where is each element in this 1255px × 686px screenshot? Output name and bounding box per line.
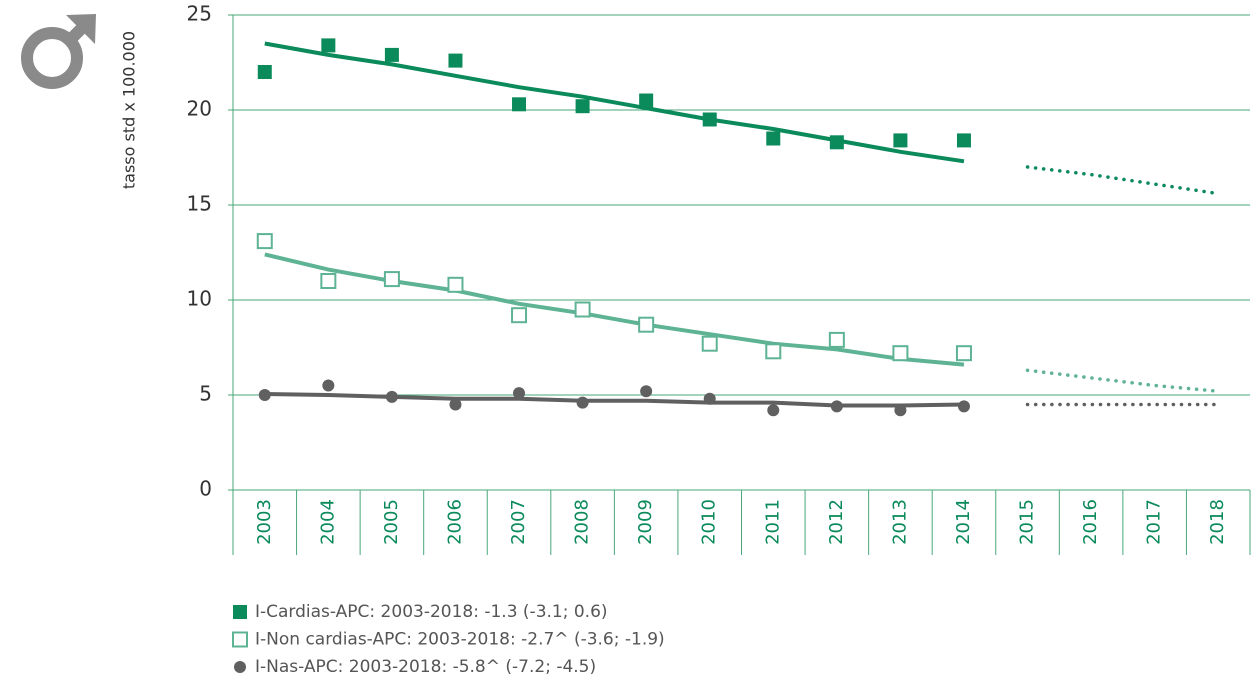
legend-label: I-Cardias-APC: 2003-2018: -1.3 (-3.1; 0.… bbox=[255, 602, 608, 622]
marker bbox=[893, 133, 908, 148]
marker bbox=[383, 271, 400, 288]
marker bbox=[258, 389, 271, 401]
y-axis-label: tasso std x 100.000 bbox=[120, 31, 139, 189]
x-tick-label: 2018 bbox=[1207, 499, 1228, 545]
marker bbox=[576, 396, 589, 409]
marker bbox=[449, 398, 462, 411]
marker bbox=[256, 233, 273, 250]
marker bbox=[701, 335, 718, 352]
projection-line bbox=[1025, 165, 1220, 196]
marker bbox=[639, 93, 654, 108]
marker bbox=[320, 273, 337, 289]
marker bbox=[703, 392, 716, 405]
x-tick-label: 2017 bbox=[1144, 499, 1165, 545]
x-tick-label: 2014 bbox=[953, 499, 974, 545]
x-tick-label: 2011 bbox=[762, 499, 783, 545]
marker bbox=[767, 404, 780, 417]
x-tick-label: 2016 bbox=[1080, 499, 1101, 545]
x-tick-label: 2007 bbox=[508, 499, 529, 545]
x-tick-label: 2008 bbox=[572, 499, 593, 545]
marker bbox=[957, 400, 970, 413]
marker bbox=[828, 331, 845, 348]
marker bbox=[384, 47, 399, 62]
marker bbox=[257, 65, 272, 79]
x-tick-label: 2004 bbox=[317, 499, 338, 545]
marker bbox=[638, 316, 655, 333]
marker bbox=[892, 345, 909, 362]
y-tick-label: 20 bbox=[187, 97, 212, 121]
marker bbox=[956, 133, 971, 148]
marker bbox=[233, 605, 247, 619]
marker bbox=[321, 38, 336, 53]
marker bbox=[234, 661, 246, 673]
x-tick-label: 2013 bbox=[889, 499, 910, 545]
y-tick-label: 10 bbox=[187, 287, 212, 311]
marker bbox=[955, 345, 972, 362]
trend-line bbox=[264, 392, 964, 408]
y-tick-label: 0 bbox=[199, 477, 212, 501]
marker bbox=[513, 387, 526, 400]
marker bbox=[447, 276, 464, 293]
marker bbox=[702, 112, 717, 127]
y-tick-label: 5 bbox=[199, 382, 212, 406]
x-tick-label: 2006 bbox=[444, 499, 465, 545]
marker bbox=[640, 385, 653, 398]
marker bbox=[512, 97, 527, 112]
x-tick-label: 2005 bbox=[381, 499, 402, 545]
legend-label: I-Nas-APC: 2003-2018: -5.8^ (-7.2; -4.5) bbox=[255, 657, 596, 677]
marker bbox=[765, 343, 782, 360]
marker bbox=[829, 135, 844, 150]
marker bbox=[511, 307, 528, 324]
marker bbox=[766, 131, 781, 146]
x-tick-label: 2010 bbox=[699, 499, 720, 545]
x-tick-label: 2003 bbox=[254, 499, 275, 545]
trend-line bbox=[264, 252, 965, 367]
marker bbox=[894, 404, 907, 417]
marker bbox=[830, 400, 843, 413]
marker bbox=[385, 390, 398, 403]
x-tick-label: 2015 bbox=[1017, 499, 1038, 545]
x-tick-label: 2009 bbox=[635, 499, 656, 545]
y-tick-label: 15 bbox=[187, 192, 212, 216]
trend-line bbox=[264, 41, 965, 164]
marker bbox=[575, 99, 590, 114]
marker bbox=[448, 53, 463, 68]
male-symbol bbox=[21, 14, 96, 89]
x-tick-label: 2012 bbox=[826, 499, 847, 545]
marker bbox=[574, 301, 591, 318]
y-tick-label: 25 bbox=[187, 2, 212, 26]
marker bbox=[232, 631, 248, 648]
legend-label: I-Non cardias-APC: 2003-2018: -2.7^ (-3.… bbox=[255, 630, 665, 650]
marker bbox=[322, 379, 335, 392]
projection-line bbox=[1025, 368, 1220, 393]
